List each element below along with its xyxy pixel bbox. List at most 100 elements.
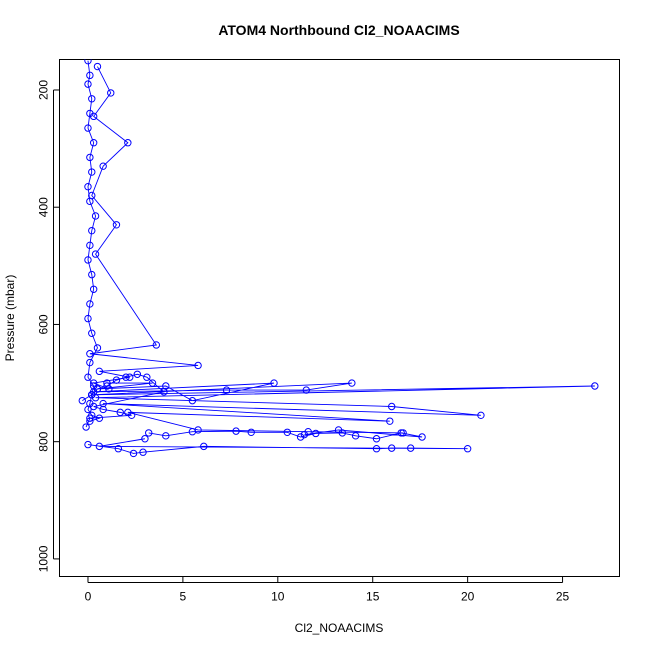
data-point [84, 182, 92, 191]
data-point [78, 396, 86, 405]
data-point [296, 433, 305, 441]
x-tick-label: 20 [461, 590, 475, 604]
data-point [89, 285, 98, 293]
data-point [162, 432, 170, 440]
data-point [89, 139, 98, 147]
data-point [112, 376, 121, 384]
series-line [87, 438, 468, 454]
data-point [86, 300, 94, 308]
data-point [160, 388, 168, 396]
y-axis-label: Pressure (mbar) [3, 275, 17, 362]
data-point [388, 402, 396, 411]
data-point [88, 226, 96, 235]
series-5 [78, 370, 168, 431]
data-point [84, 59, 92, 65]
data-point [93, 344, 102, 352]
data-point [86, 414, 94, 422]
data-point [139, 448, 147, 456]
data-point [302, 386, 310, 394]
data-point [143, 373, 151, 381]
y-tick-label: 400 [37, 197, 51, 217]
y-axis: 200 400 600 800 1000 [37, 80, 60, 572]
x-tick-label: 10 [271, 590, 285, 604]
plot-area [78, 59, 599, 458]
data-point [89, 112, 98, 121]
data-point [372, 445, 381, 453]
data-point [133, 370, 142, 378]
data-point [477, 411, 485, 420]
data-point [91, 212, 100, 220]
data-point [89, 379, 98, 387]
data-point [188, 428, 197, 436]
data-point [91, 250, 100, 258]
data-point [86, 241, 94, 250]
data-point [129, 449, 138, 458]
x-axis-label: Cl2_NOAACIMS [295, 621, 384, 635]
data-point [591, 382, 599, 390]
x-axis: 0 5 10 15 20 25 [85, 576, 570, 604]
data-point [88, 270, 96, 279]
series-1 [86, 62, 202, 393]
data-point [372, 435, 381, 443]
data-point [88, 391, 96, 399]
data-point [86, 350, 94, 358]
series-line [87, 60, 101, 422]
series-line [89, 66, 199, 390]
x-tick-label: 0 [85, 590, 92, 604]
data-point [194, 361, 202, 370]
series-2 [88, 379, 599, 437]
data-point [88, 168, 96, 176]
data-point [145, 429, 153, 437]
data-point [418, 433, 426, 441]
data-point [406, 444, 415, 452]
series-line [148, 429, 423, 440]
data-point [200, 442, 208, 451]
data-point [84, 373, 92, 381]
data-point [148, 379, 157, 387]
series-3 [145, 426, 426, 443]
data-point [86, 71, 94, 80]
data-point [232, 427, 240, 435]
data-point [127, 411, 136, 420]
data-point [86, 153, 94, 162]
data-point [95, 442, 104, 451]
plot-frame [59, 59, 620, 577]
data-point [82, 423, 90, 431]
data-point [114, 445, 123, 453]
data-point [112, 221, 121, 229]
data-point [107, 89, 115, 97]
data-point [388, 444, 396, 452]
x-tick-label: 15 [366, 590, 380, 604]
data-point [122, 373, 130, 381]
data-point [88, 95, 96, 103]
data-point [86, 358, 94, 367]
data-point [88, 191, 96, 200]
data-point [141, 435, 149, 443]
data-point [351, 432, 360, 440]
data-point [463, 445, 472, 453]
x-tick-label: 5 [180, 590, 187, 604]
data-point [152, 341, 161, 349]
data-point [270, 379, 278, 387]
data-point [283, 428, 291, 437]
data-point [93, 385, 102, 393]
data-point [386, 417, 394, 425]
data-point [300, 430, 309, 439]
series-4 [84, 435, 472, 458]
data-point [95, 367, 104, 376]
data-point [188, 396, 197, 405]
data-point [103, 382, 111, 390]
data-point [99, 162, 107, 170]
data-point [89, 402, 98, 411]
series-0 [84, 59, 104, 425]
data-point [84, 256, 92, 264]
y-tick-label: 600 [37, 314, 51, 334]
y-tick-label: 800 [37, 431, 51, 451]
y-tick-label: 1000 [37, 545, 51, 572]
data-point [334, 426, 343, 434]
data-point [116, 408, 124, 417]
data-point [124, 139, 132, 147]
data-point [312, 429, 320, 438]
data-point [88, 329, 96, 337]
